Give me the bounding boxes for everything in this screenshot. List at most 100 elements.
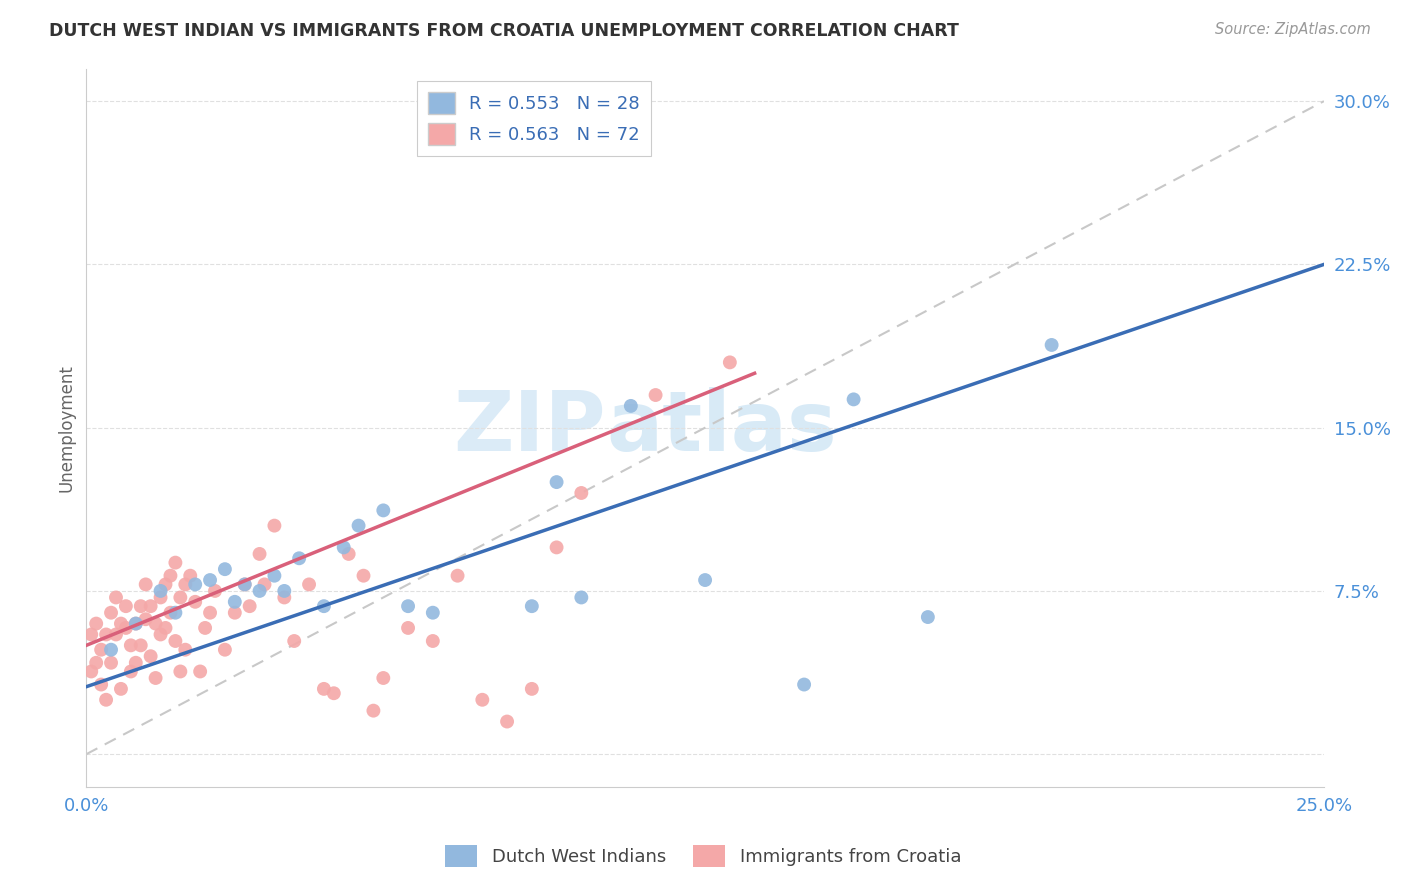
Point xyxy=(184,595,207,609)
Point xyxy=(84,616,107,631)
Point xyxy=(135,612,157,626)
Point xyxy=(253,577,276,591)
Point xyxy=(273,591,295,605)
Point xyxy=(288,551,311,566)
Point xyxy=(155,621,177,635)
Point xyxy=(169,665,191,679)
Point xyxy=(139,599,162,614)
Point xyxy=(115,621,138,635)
Point xyxy=(198,573,221,587)
Point xyxy=(312,599,335,614)
Point xyxy=(165,634,187,648)
Point xyxy=(263,518,285,533)
Point xyxy=(520,681,543,696)
Point xyxy=(233,577,256,591)
Point xyxy=(149,583,172,598)
Point xyxy=(145,671,167,685)
Point xyxy=(165,556,187,570)
Point xyxy=(312,681,335,696)
Point xyxy=(422,606,444,620)
Point xyxy=(129,599,152,614)
Point xyxy=(263,568,285,582)
Point xyxy=(396,599,419,614)
Point xyxy=(298,577,321,591)
Point xyxy=(273,583,295,598)
Point xyxy=(100,656,122,670)
Point xyxy=(1040,338,1063,352)
Point xyxy=(546,541,568,555)
Point xyxy=(125,616,148,631)
Point xyxy=(90,642,112,657)
Point xyxy=(155,577,177,591)
Point xyxy=(546,475,568,489)
Point xyxy=(249,547,271,561)
Point xyxy=(100,642,122,657)
Point xyxy=(233,577,256,591)
Point xyxy=(322,686,344,700)
Text: atlas: atlas xyxy=(606,387,837,468)
Point xyxy=(194,621,217,635)
Point xyxy=(620,399,643,413)
Point xyxy=(125,656,148,670)
Point xyxy=(224,595,246,609)
Point xyxy=(496,714,519,729)
Point xyxy=(149,627,172,641)
Point xyxy=(283,634,305,648)
Point xyxy=(104,627,127,641)
Point xyxy=(159,606,181,620)
Point xyxy=(693,573,716,587)
Point xyxy=(239,599,262,614)
Point xyxy=(174,642,197,657)
Point xyxy=(644,388,666,402)
Legend: R = 0.553   N = 28, R = 0.563   N = 72: R = 0.553 N = 28, R = 0.563 N = 72 xyxy=(418,81,651,156)
Point xyxy=(94,692,117,706)
Point xyxy=(145,616,167,631)
Point xyxy=(80,627,103,641)
Point xyxy=(214,562,236,576)
Point xyxy=(80,665,103,679)
Point xyxy=(569,486,592,500)
Point xyxy=(135,577,157,591)
Point xyxy=(198,606,221,620)
Point xyxy=(179,568,201,582)
Point xyxy=(184,577,207,591)
Point xyxy=(337,547,360,561)
Point xyxy=(520,599,543,614)
Point xyxy=(204,583,226,598)
Point xyxy=(125,616,148,631)
Point xyxy=(446,568,468,582)
Point xyxy=(422,634,444,648)
Point xyxy=(569,591,592,605)
Legend: Dutch West Indians, Immigrants from Croatia: Dutch West Indians, Immigrants from Croa… xyxy=(437,838,969,874)
Point xyxy=(373,503,395,517)
Point xyxy=(188,665,211,679)
Point xyxy=(139,649,162,664)
Point xyxy=(165,606,187,620)
Point xyxy=(84,656,107,670)
Point xyxy=(917,610,939,624)
Point xyxy=(94,627,117,641)
Point xyxy=(159,568,181,582)
Y-axis label: Unemployment: Unemployment xyxy=(58,364,75,491)
Point xyxy=(149,591,172,605)
Text: ZIP: ZIP xyxy=(454,387,606,468)
Point xyxy=(224,606,246,620)
Point xyxy=(471,692,494,706)
Point xyxy=(169,591,191,605)
Point xyxy=(104,591,127,605)
Point xyxy=(718,355,741,369)
Point xyxy=(100,606,122,620)
Point xyxy=(90,677,112,691)
Point xyxy=(174,577,197,591)
Point xyxy=(249,583,271,598)
Point xyxy=(214,642,236,657)
Point xyxy=(115,599,138,614)
Text: Source: ZipAtlas.com: Source: ZipAtlas.com xyxy=(1215,22,1371,37)
Point xyxy=(793,677,815,691)
Point xyxy=(110,616,132,631)
Point xyxy=(373,671,395,685)
Point xyxy=(129,638,152,652)
Text: DUTCH WEST INDIAN VS IMMIGRANTS FROM CROATIA UNEMPLOYMENT CORRELATION CHART: DUTCH WEST INDIAN VS IMMIGRANTS FROM CRO… xyxy=(49,22,959,40)
Point xyxy=(347,518,370,533)
Point xyxy=(120,638,142,652)
